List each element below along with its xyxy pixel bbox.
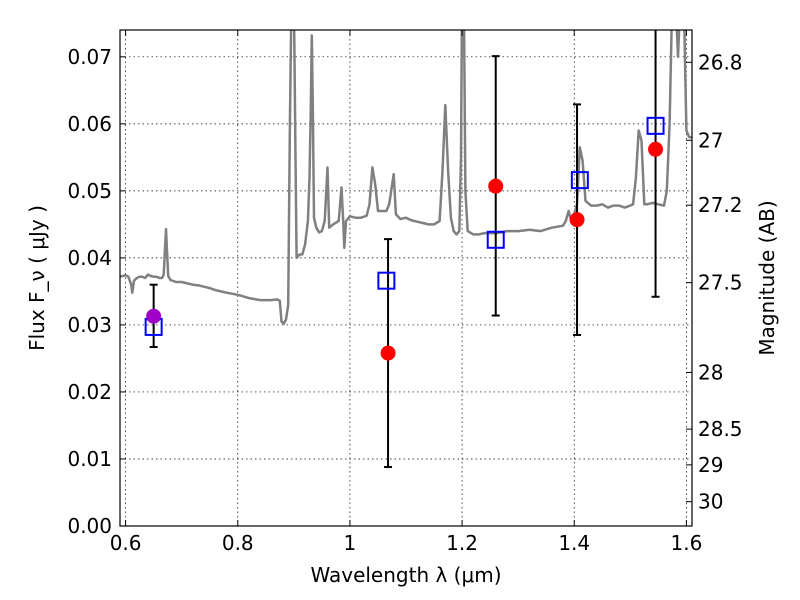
y-tick-label: 0.06	[67, 112, 112, 136]
x-tick-label: 1	[344, 531, 357, 555]
magnitude-tick-label: 26.8	[698, 50, 743, 74]
x-tick-label: 1.2	[446, 531, 478, 555]
model-point	[486, 230, 505, 249]
observed-points	[146, 141, 664, 361]
magnitude-tick-label: 27.2	[698, 193, 743, 217]
magnitude-axis-ticks: 26.8 27 27.2 27.5 28 28.5 29 30	[686, 50, 743, 514]
magnitude-tick-label: 29	[698, 453, 723, 477]
model-point	[570, 171, 589, 190]
model-point	[377, 271, 396, 290]
observed-point	[648, 141, 664, 157]
model-point	[646, 116, 665, 135]
x-axis-ticks: 0.6 0.8 1 1.2 1.4 1.6	[110, 30, 702, 555]
observed-point	[146, 308, 162, 324]
model-points	[144, 116, 665, 336]
magnitude-tick-label: 28	[698, 360, 723, 384]
magnitude-tick-label: 27.5	[698, 271, 743, 295]
x-axis-title: Wavelength λ (μm)	[310, 563, 501, 587]
x-tick-label: 0.6	[110, 531, 142, 555]
y-axis-title: Flux F_ν ( μJy )	[25, 205, 49, 351]
observed-point	[488, 178, 504, 194]
x-tick-label: 1.6	[670, 531, 702, 555]
plot-frame	[119, 29, 693, 527]
observed-point	[380, 345, 396, 361]
y-tick-label: 0.05	[67, 179, 112, 203]
y-tick-label: 0.04	[67, 246, 112, 270]
y-tick-label: 0.00	[67, 514, 112, 538]
y-tick-label: 0.03	[67, 313, 112, 337]
observed-point	[569, 212, 585, 228]
y-tick-label: 0.02	[67, 380, 112, 404]
magnitude-tick-label: 27	[698, 128, 723, 152]
x-tick-label: 1.4	[558, 531, 590, 555]
spectrum-series	[120, 30, 692, 325]
error-bars	[149, 30, 660, 469]
magnitude-axis-title: Magnitude (AB)	[755, 200, 779, 355]
x-tick-label: 0.8	[222, 531, 254, 555]
magnitude-tick-label: 30	[698, 490, 723, 514]
y-tick-label: 0.01	[67, 447, 112, 471]
y-tick-label: 0.07	[67, 45, 112, 69]
spectrum-line	[120, 30, 692, 325]
grid	[120, 30, 692, 527]
y-axis-ticks: 0.00 0.01 0.02 0.03 0.04 0.05 0.06 0.07	[67, 45, 126, 538]
magnitude-tick-label: 28.5	[698, 417, 743, 441]
